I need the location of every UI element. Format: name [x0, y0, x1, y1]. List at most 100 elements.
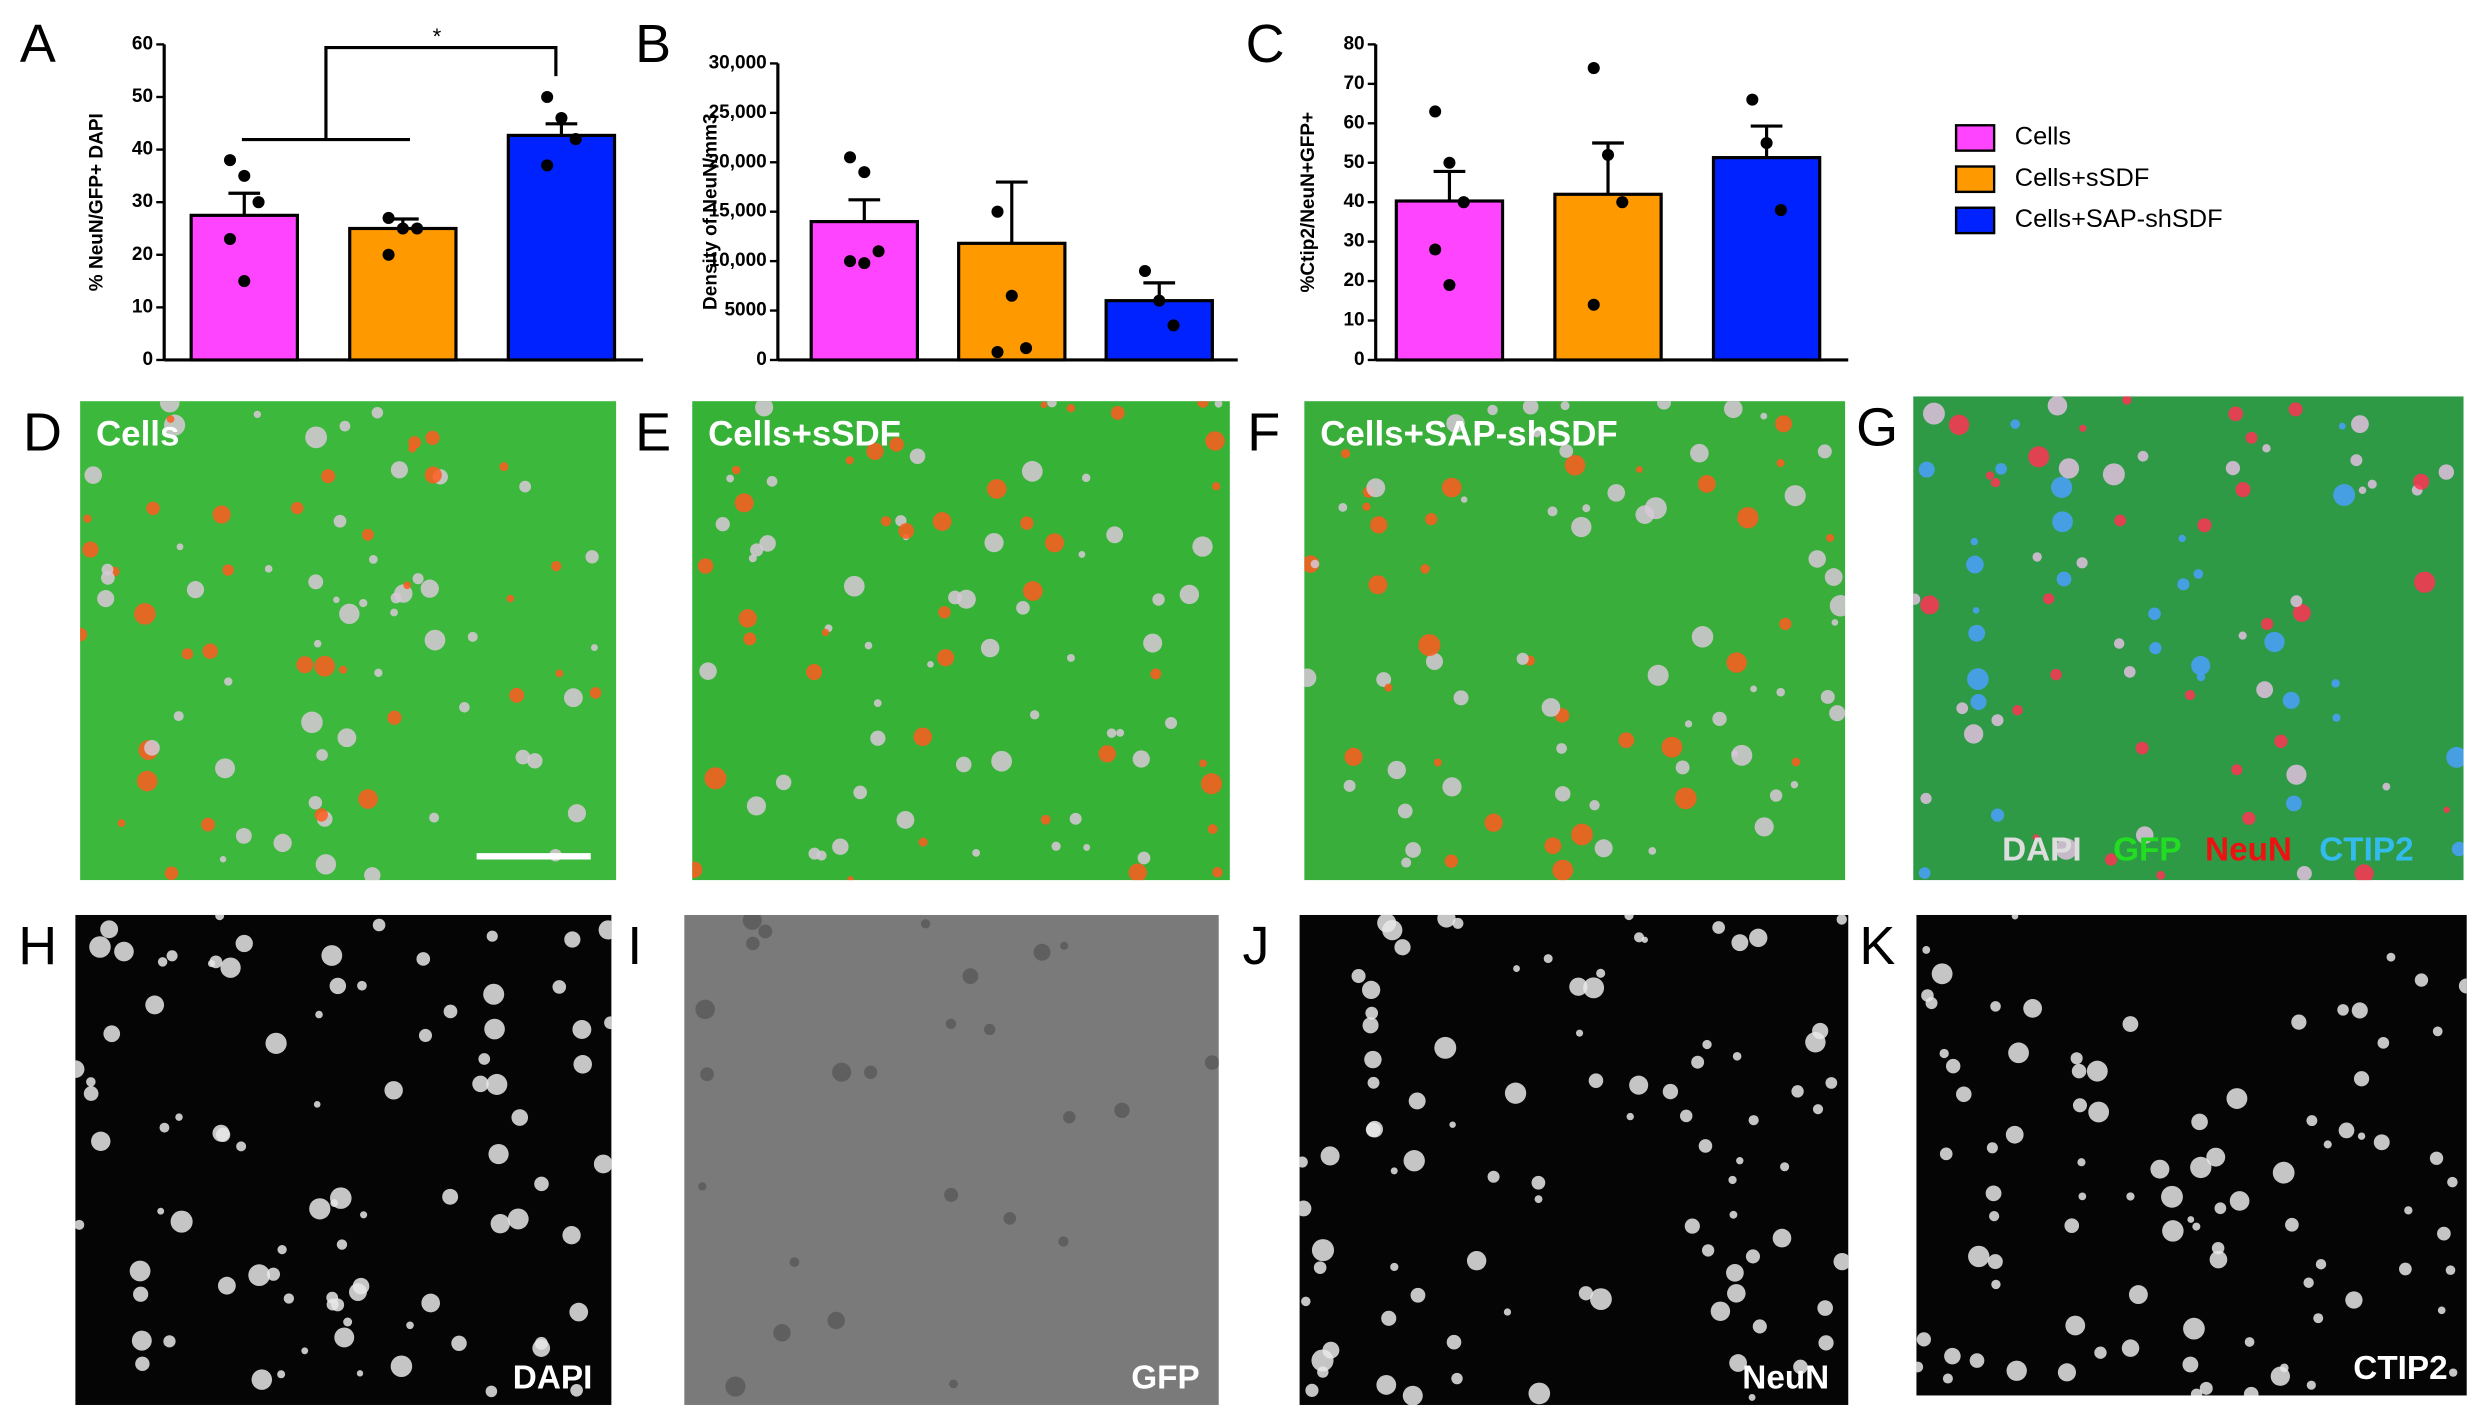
error-bar	[545, 122, 578, 136]
cell-spot	[1376, 672, 1392, 687]
cell-spot	[2437, 1306, 2446, 1315]
cell-spot	[1351, 969, 1366, 984]
data-point	[223, 232, 237, 246]
micrograph	[692, 401, 1230, 881]
cell-spot	[2286, 764, 2307, 785]
cell-spot	[301, 711, 323, 734]
cell-spot	[532, 1339, 551, 1357]
cell-spot	[2023, 998, 2043, 1018]
cell-spot	[1317, 1366, 1329, 1378]
cell-spot	[273, 833, 292, 853]
cell-spot	[1939, 1147, 1953, 1161]
cell-spot	[1578, 1286, 1594, 1301]
cell-spot	[235, 827, 252, 844]
cell-spot	[2229, 1191, 2250, 1211]
cell-spot	[1299, 1200, 1312, 1217]
cell-spot	[1376, 1375, 1397, 1395]
cell-spot	[1691, 1055, 1705, 1069]
panel-letter: J	[1243, 916, 1270, 976]
cell-spot	[2086, 1060, 2108, 1082]
cell-spot	[2382, 782, 2391, 791]
y-tick-label: 60	[132, 33, 153, 54]
cell-spot	[2185, 689, 2196, 701]
cell-spot	[572, 1020, 592, 1039]
cell-spot	[336, 1239, 348, 1250]
cell-spot	[2137, 450, 2149, 462]
cell-spot	[1081, 473, 1091, 483]
cell-spot	[2432, 1026, 2443, 1037]
cell-spot	[2264, 631, 2285, 653]
cell-spot	[97, 590, 115, 608]
cell-spot	[1433, 758, 1442, 767]
cell-spot	[2012, 704, 2023, 716]
cell-spot	[253, 410, 261, 419]
cell-spot	[2279, 1363, 2289, 1373]
cell-spot	[2296, 866, 2312, 881]
y-tick-label: 15,000	[709, 201, 767, 222]
micrograph-label: Cells+SAP-shSDF	[1320, 414, 1618, 453]
cell-spot	[157, 957, 168, 967]
micrograph	[1913, 396, 2464, 881]
cell-spot	[1921, 989, 1934, 1002]
cell-spot	[2306, 1115, 2318, 1127]
cell-spot	[2458, 978, 2467, 994]
cell-spot	[2231, 764, 2243, 776]
cell-spot	[773, 1324, 791, 1342]
cell-spot	[1403, 1150, 1425, 1172]
y-axis-label: %Ctip2/NeuN+GFP+	[1298, 112, 1319, 293]
cell-spot	[1078, 551, 1086, 558]
panel-letter: B	[635, 14, 671, 74]
cell-spot	[374, 668, 383, 677]
cell-spot	[1571, 823, 1593, 846]
cell-spot	[1362, 980, 1381, 1000]
cell-spot	[1060, 941, 1069, 950]
cell-spot	[1541, 698, 1561, 717]
cell-spot	[384, 1081, 403, 1100]
cell-spot	[766, 476, 778, 487]
cell-spot	[343, 1317, 353, 1327]
data-point	[555, 112, 568, 125]
y-tick-label: 30,000	[709, 52, 767, 73]
cell-spot	[1970, 693, 1987, 711]
cell-spot	[945, 1018, 957, 1030]
cell-spot	[2243, 1386, 2259, 1396]
cell-spot	[2244, 1337, 2255, 1347]
cell-spot	[1607, 484, 1626, 502]
cell-spot	[84, 466, 103, 484]
cell-spot	[1702, 1039, 1712, 1050]
data-point	[541, 159, 554, 172]
cell-spot	[1066, 654, 1075, 662]
cell-spot	[209, 955, 223, 969]
cell-spot	[2052, 511, 2073, 533]
data-point	[1774, 204, 1787, 217]
y-tick-label: 20	[1343, 270, 1364, 291]
cell-spot	[1963, 724, 1984, 744]
cell-spot	[283, 1293, 295, 1304]
cell-spot	[2228, 406, 2244, 422]
data-point	[238, 169, 251, 182]
cell-spot	[1484, 813, 1503, 832]
cell-spot	[1918, 461, 1935, 478]
cell-spot	[2032, 552, 2042, 562]
micrograph-cells	[80, 401, 602, 881]
cell-spot	[387, 710, 402, 725]
cell-spot	[2282, 691, 2300, 709]
cell-spot	[1731, 744, 1753, 766]
cell-spot	[220, 957, 241, 978]
cell-spot	[1513, 965, 1520, 972]
cell-spot	[1063, 1111, 1076, 1124]
cell-spot	[1343, 779, 1356, 792]
cell-spot	[1690, 443, 1709, 463]
bar	[189, 213, 299, 362]
cell-spot	[2235, 482, 2251, 498]
cell-spot	[2047, 396, 2068, 416]
cell-spot	[692, 861, 703, 878]
cell-spot	[2323, 1140, 2332, 1149]
cell-spot	[1310, 559, 1320, 569]
cell-spot	[1712, 711, 1727, 726]
cell-spot	[551, 561, 562, 572]
cell-spot	[1408, 1092, 1426, 1110]
cell-spot	[511, 1109, 529, 1126]
cell-spot	[589, 687, 602, 699]
cell-spot	[864, 641, 873, 650]
